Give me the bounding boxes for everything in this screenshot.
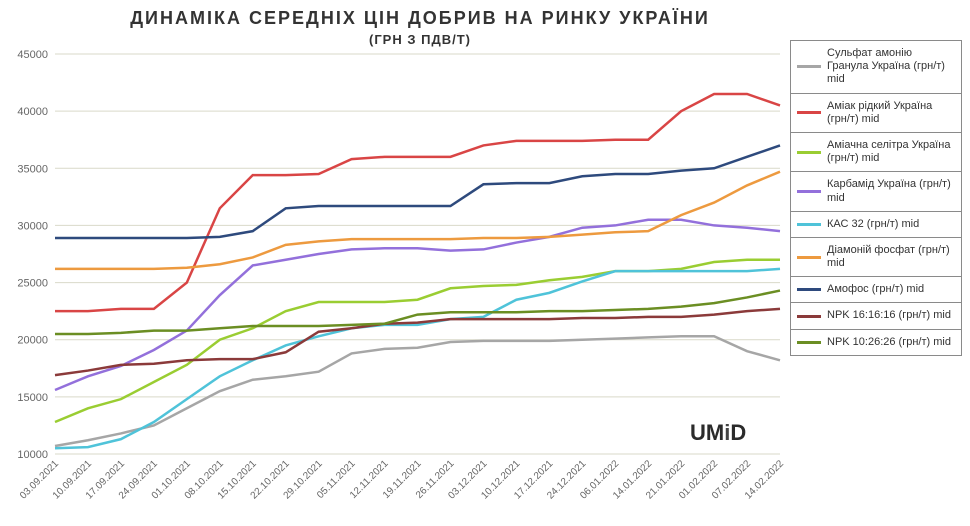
legend-swatch: [797, 288, 821, 291]
legend-label: Карбамід Україна (грн/т) mid: [827, 178, 955, 204]
legend-item-amiachna-selitra: Аміачна селітра Україна (грн/т) mid: [791, 133, 961, 172]
y-tick-label: 30000: [17, 220, 48, 232]
legend-label: Сульфат амонію Гранула Україна (грн/т) m…: [827, 47, 955, 87]
umid-logo: UMiD: [690, 420, 746, 446]
legend-label: Діамоній фосфат (грн/т) mid: [827, 244, 955, 270]
legend-item-karbamid: Карбамід Україна (грн/т) mid: [791, 172, 961, 211]
y-tick-label: 40000: [17, 106, 48, 118]
y-tick-label: 20000: [17, 335, 48, 347]
legend-label: NPK 10:26:26 (грн/т) mid: [827, 336, 955, 349]
legend-swatch: [797, 223, 821, 226]
legend-item-diamoniy-fosfat: Діамоній фосфат (грн/т) mid: [791, 238, 961, 277]
legend-label: Аміак рідкий Україна (грн/т) mid: [827, 100, 955, 126]
legend-item-amofos: Амофос (грн/т) mid: [791, 277, 961, 303]
series-npk-10-26-26: [55, 291, 780, 334]
legend-swatch: [797, 190, 821, 193]
series-npk-16-16-16: [55, 309, 780, 375]
series-amofos: [55, 145, 780, 238]
y-tick-label: 25000: [17, 278, 48, 290]
series-amiachna-selitra: [55, 260, 780, 422]
y-tick-label: 10000: [17, 449, 48, 461]
legend-swatch: [797, 341, 821, 344]
legend-label: Амофос (грн/т) mid: [827, 283, 955, 296]
legend-item-npk-16-16-16: NPK 16:16:16 (грн/т) mid: [791, 303, 961, 329]
legend-swatch: [797, 65, 821, 68]
legend-swatch: [797, 151, 821, 154]
legend-item-kas-32: КАС 32 (грн/т) mid: [791, 212, 961, 238]
legend-swatch: [797, 315, 821, 318]
legend-label: Аміачна селітра Україна (грн/т) mid: [827, 139, 955, 165]
legend-swatch: [797, 111, 821, 114]
legend-swatch: [797, 256, 821, 259]
y-tick-label: 15000: [17, 392, 48, 404]
chart-container: ДИНАМІКА СЕРЕДНІХ ЦІН ДОБРИВ НА РИНКУ УК…: [0, 0, 970, 526]
series-diamoniy-fosfat: [55, 172, 780, 269]
series-amiak-ridkyi: [55, 94, 780, 311]
series-karbamid: [55, 220, 780, 390]
legend-item-npk-10-26-26: NPK 10:26:26 (грн/т) mid: [791, 330, 961, 355]
legend-label: NPK 16:16:16 (грн/т) mid: [827, 309, 955, 322]
legend-item-amiak-ridkyi: Аміак рідкий Україна (грн/т) mid: [791, 94, 961, 133]
legend-item-sulfat-amoniyu: Сульфат амонію Гранула Україна (грн/т) m…: [791, 41, 961, 94]
series-sulfat-amoniyu: [55, 336, 780, 446]
chart-legend: Сульфат амонію Гранула Україна (грн/т) m…: [790, 40, 962, 356]
y-tick-label: 35000: [17, 163, 48, 175]
legend-label: КАС 32 (грн/т) mid: [827, 218, 955, 231]
y-tick-label: 45000: [17, 49, 48, 61]
